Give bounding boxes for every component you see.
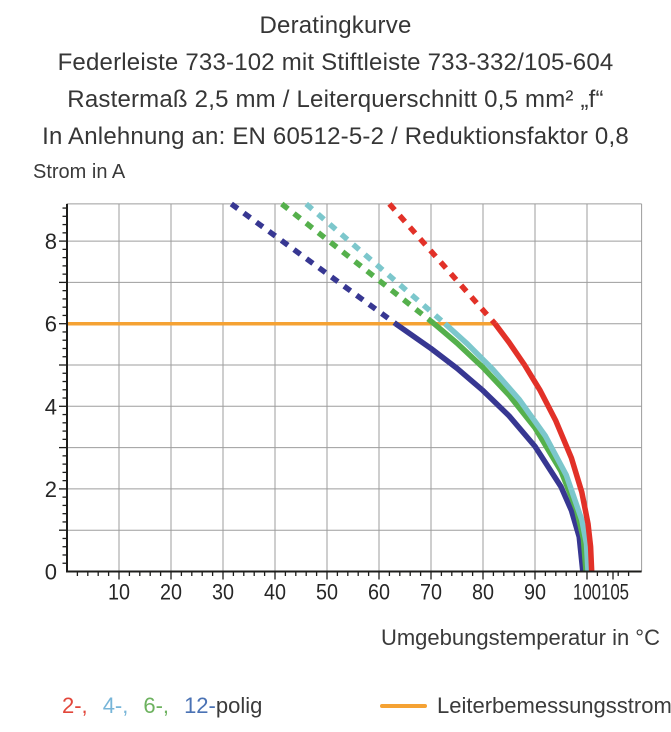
x-tick-label: 90 [524,580,546,605]
x-tick-label: 40 [264,580,286,605]
legend: 2-, 4-, 6-, 12-polig Leiterbemessungsstrom [0,691,671,723]
title-line-4: In Anlehnung an: EN 60512-5-2 / Reduktio… [42,123,629,150]
x-tick-label: 80 [472,580,494,605]
x-tick-label: 50 [316,580,338,605]
legend-reference-group: Leiterbemessungsstrom [380,691,671,721]
y-tick-label: 6 [45,312,57,337]
series-4-polig [304,201,591,572]
x-tick-label: 20 [160,580,182,605]
chart-title-block: Deratingkurve Federleiste 733-102 mit St… [0,7,671,155]
grid-lines [67,203,643,572]
series-dashed-segment [387,202,498,326]
legend-pole-item: 2-, [62,693,88,718]
series-solid-curve [394,321,586,572]
series-dashed-segment [280,201,436,326]
series-dashed-segment [229,201,398,326]
series-12-polig [229,201,586,572]
y-tick-label: 2 [45,477,57,502]
reference-line-swatch [380,704,427,708]
legend-pole-item: 6-, [143,693,170,718]
axes [66,203,642,573]
legend-pole-item: 4-, [102,693,129,718]
series-2-polig [387,202,595,572]
x-tick-label: 100 [573,580,601,605]
series-solid-curve [492,322,595,572]
y-axis-label: Strom in A [33,161,126,183]
title-line-2: Federleiste 733-102 mit Stiftleiste 733-… [57,49,614,76]
reference-line-label: Leiterbemessungsstrom [437,693,671,718]
title-line-1: Deratingkurve [259,12,412,39]
legend-pole-item: 12- [184,693,216,718]
tick-labels: 10 20 30 40 50 60 70 80 90 100 105 0 2 4 6 8 [45,229,629,604]
y-tick-label: 0 [45,560,57,585]
series-solid-curve [443,321,591,572]
x-tick-label: 60 [368,580,390,605]
y-tick-label: 8 [45,229,57,254]
derating-curve-plot: 10 20 30 40 50 60 70 80 90 100 105 0 2 4 6 8 [45,201,643,605]
legend-pole-group: 2-, 4-, 6-, 12-polig [62,691,262,721]
x-tick-label: 105 [601,580,629,605]
x-axis-label: Umgebungstemperatur in °C [380,625,660,650]
title-line-3: Rastermaß 2,5 mm / Leiterquerschnitt 0,5… [67,86,604,113]
y-tick-label: 4 [45,394,57,419]
x-tick-label: 30 [212,580,234,605]
legend-pole-suffix: polig [215,693,263,718]
legend-pole-items: 2-, 4-, 6-, 12- [62,693,216,718]
x-tick-label: 10 [108,580,130,605]
x-tick-label: 70 [420,580,442,605]
axis-ticks [59,207,630,580]
